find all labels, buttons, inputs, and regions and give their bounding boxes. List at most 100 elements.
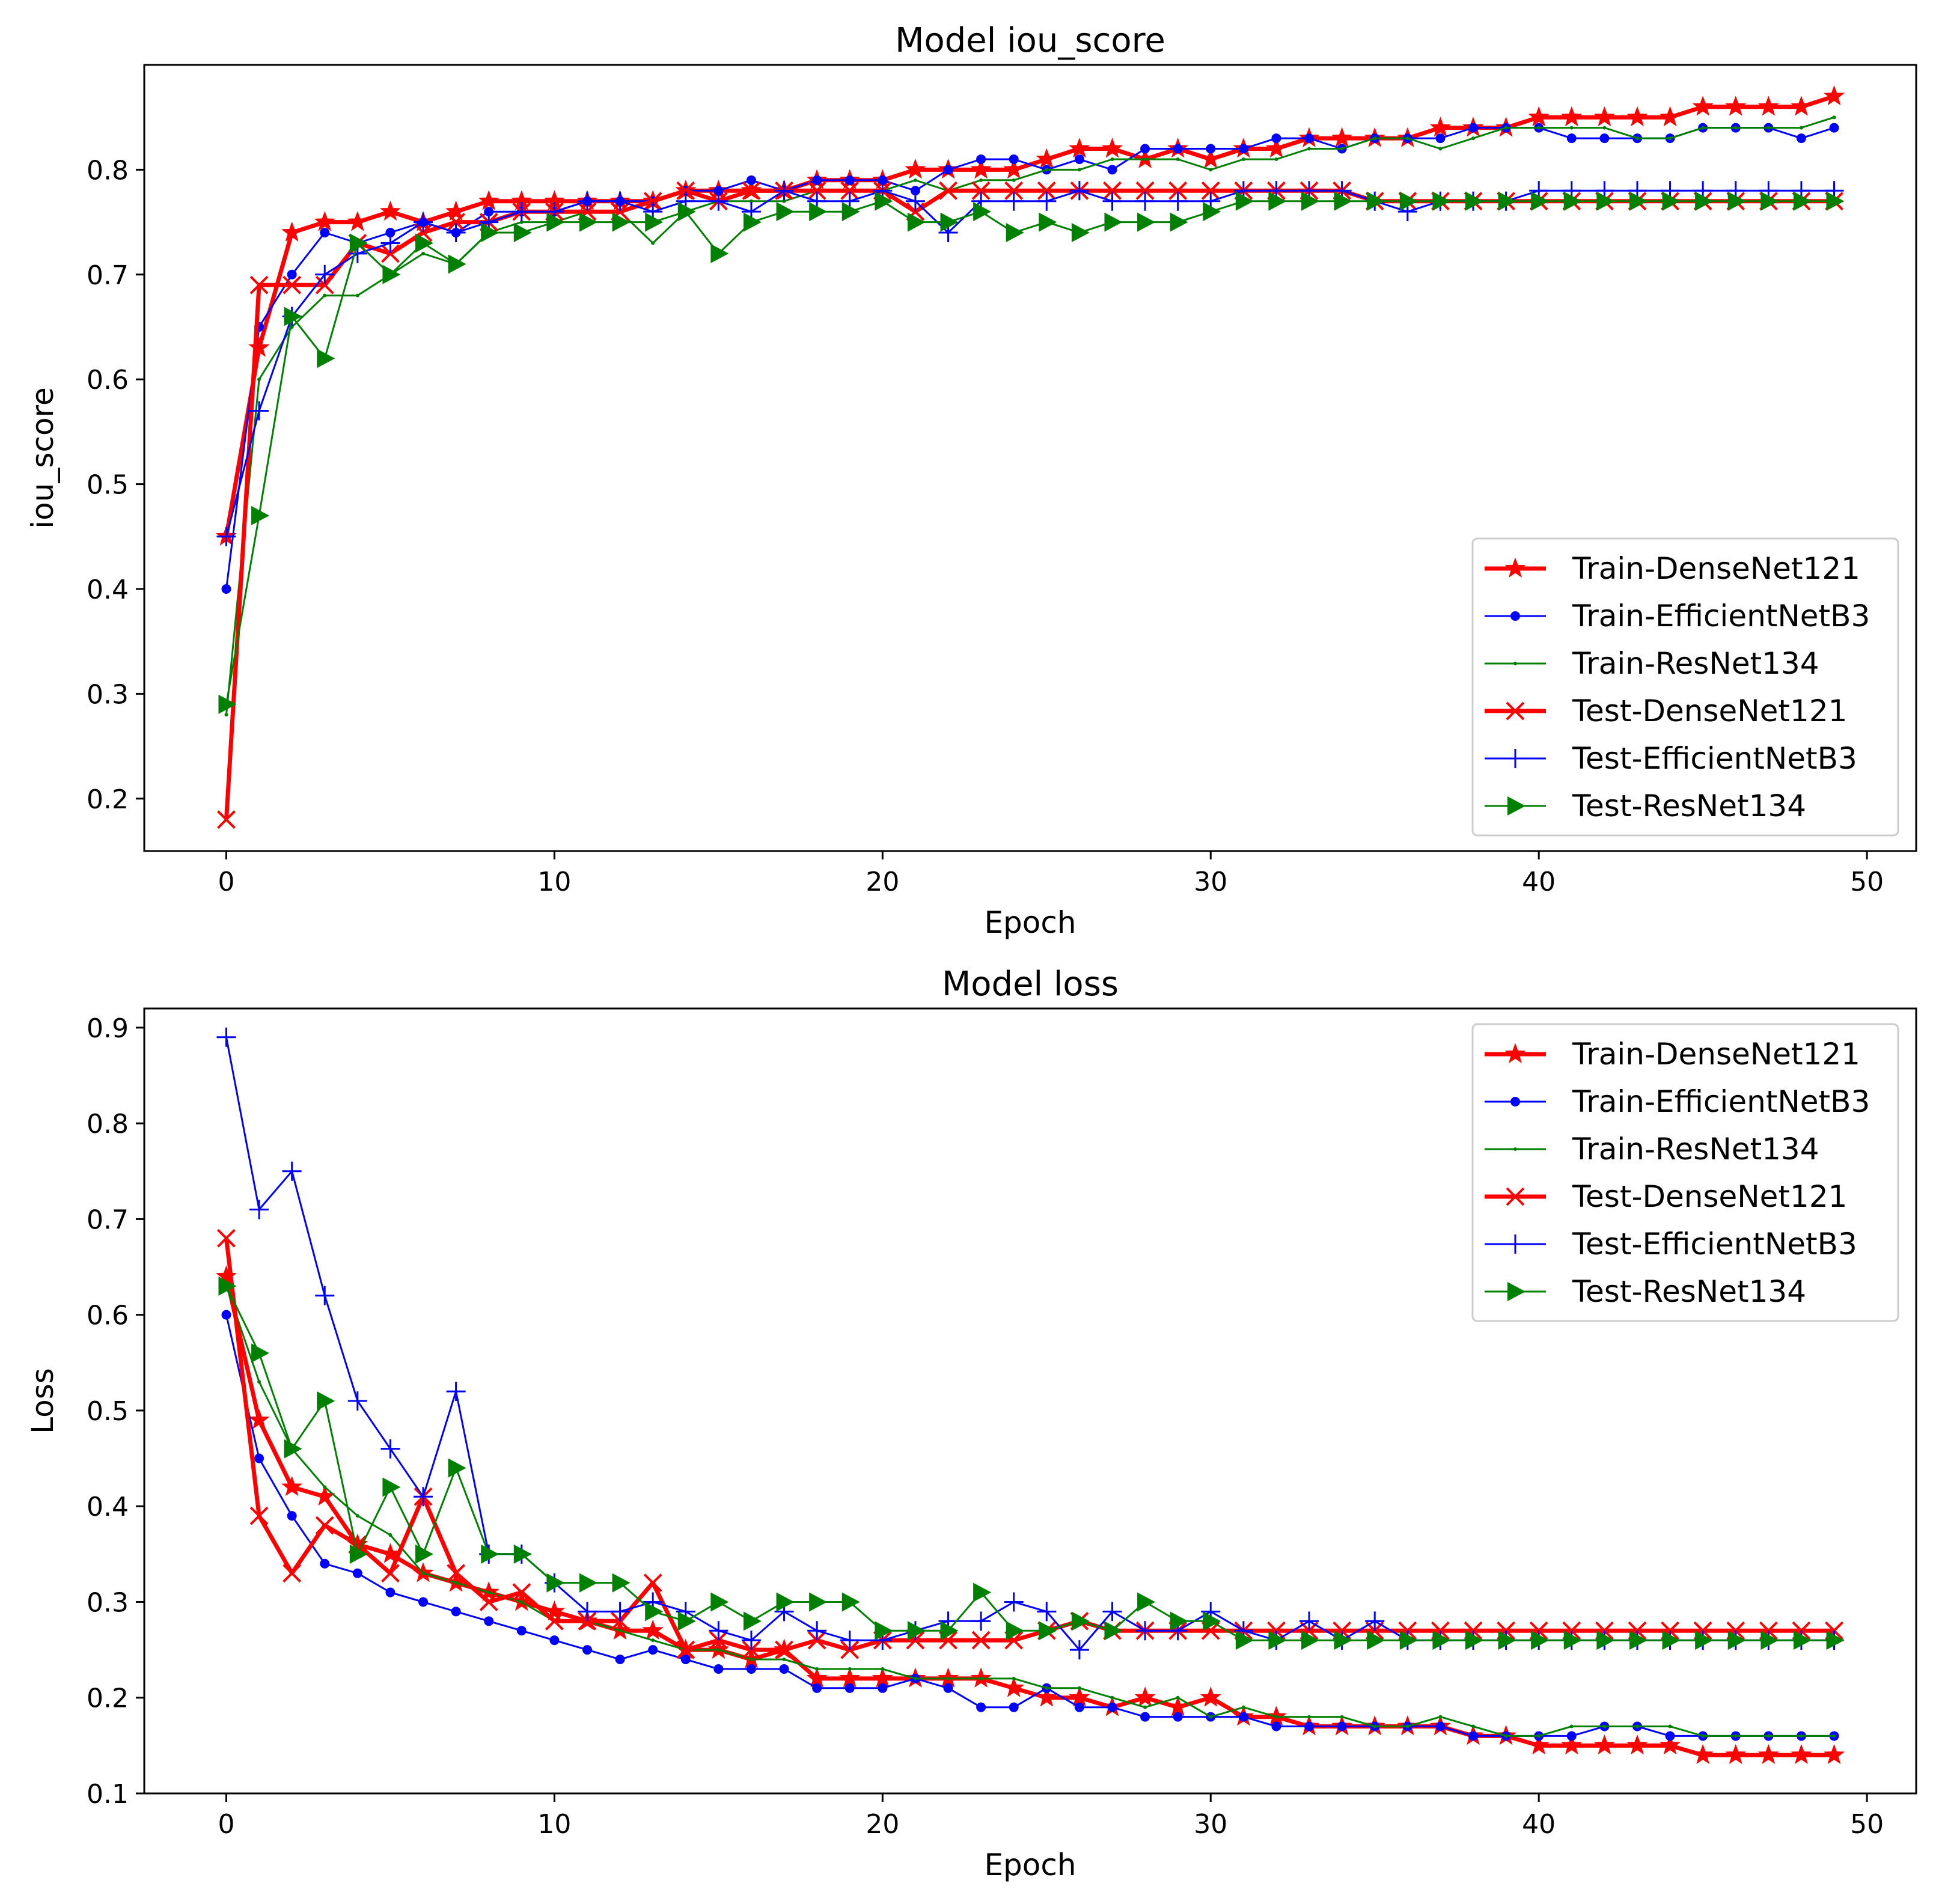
y-axis-label: Loss: [25, 1368, 60, 1434]
data-point: [513, 1544, 532, 1564]
data-point: [1004, 191, 1024, 211]
data-point: [1334, 191, 1352, 211]
data-point: [913, 178, 917, 182]
data-point: [645, 212, 664, 232]
data-point: [610, 1602, 630, 1622]
data-point: [1498, 1631, 1516, 1650]
data-point: [1725, 96, 1747, 116]
data-point: [1733, 126, 1738, 130]
data-point: [1299, 1611, 1319, 1631]
data-point: [579, 212, 597, 232]
data-point: [1660, 1734, 1681, 1755]
data-point: [320, 228, 330, 238]
data-point: [1006, 1621, 1024, 1641]
data-point: [776, 1592, 795, 1612]
y-tick-label: 0.1: [87, 1779, 129, 1810]
data-point: [414, 212, 433, 232]
legend-marker: [1504, 557, 1526, 578]
data-point: [940, 212, 959, 232]
data-point: [380, 1439, 400, 1459]
data-point: [807, 1621, 827, 1641]
data-point: [1274, 1715, 1278, 1719]
data-point: [741, 1631, 761, 1650]
data-point: [1561, 1734, 1583, 1755]
data-point: [1593, 106, 1615, 127]
x-tick-label: 30: [1194, 867, 1227, 897]
x-tick-label: 20: [866, 1809, 899, 1840]
data-point: [1173, 144, 1183, 154]
series-Train-ResNet134: [224, 1284, 1836, 1738]
data-point: [806, 1667, 828, 1688]
data-point: [1701, 1734, 1705, 1738]
data-point: [249, 1506, 269, 1525]
data-point: [1238, 144, 1248, 154]
data-point: [1271, 133, 1281, 144]
data-point: [349, 233, 368, 253]
data-point: [1009, 1702, 1019, 1712]
data-point: [1173, 1712, 1183, 1722]
data-point: [1399, 1631, 1418, 1650]
data-point: [979, 178, 983, 182]
data-point: [1003, 1677, 1025, 1697]
data-point: [973, 1582, 992, 1602]
y-tick-label: 0.5: [87, 470, 129, 501]
data-point: [314, 1485, 335, 1506]
data-point: [1170, 212, 1188, 232]
data-point: [249, 401, 269, 421]
data-point: [1528, 106, 1550, 127]
data-point: [1832, 115, 1836, 120]
data-point: [284, 1439, 302, 1459]
data-point: [940, 1621, 959, 1641]
data-point: [878, 1683, 888, 1693]
x-tick-label: 30: [1194, 1809, 1227, 1840]
y-tick-label: 0.4: [87, 1492, 129, 1522]
data-point: [281, 221, 303, 242]
data-point: [546, 1573, 565, 1593]
legend-marker: [1513, 662, 1517, 665]
data-point: [742, 181, 761, 200]
data-point: [946, 1676, 950, 1680]
legend-marker: [1504, 1043, 1526, 1063]
data-point: [1767, 126, 1771, 130]
series-line: [224, 94, 1835, 537]
data-point: [1399, 191, 1418, 211]
data-point: [1140, 144, 1150, 154]
chart-title: Model iou_score: [895, 21, 1165, 60]
data-point: [1733, 1734, 1738, 1738]
data-point: [1143, 1705, 1147, 1709]
data-point: [1167, 1696, 1189, 1716]
data-point: [1629, 191, 1647, 211]
data-point: [315, 264, 335, 284]
data-point: [713, 186, 724, 196]
data-point: [447, 213, 466, 232]
data-point: [1304, 1721, 1315, 1732]
data-point: [1235, 191, 1254, 211]
x-tick-label: 0: [218, 1809, 234, 1840]
data-point: [680, 1655, 691, 1665]
data-point: [1373, 136, 1377, 141]
data-point: [217, 1228, 236, 1248]
plot-frame: [143, 64, 1917, 852]
data-point: [1438, 147, 1443, 151]
data-point: [1832, 1734, 1836, 1738]
data-point: [1004, 181, 1024, 200]
data-point: [1668, 1724, 1672, 1729]
data-point: [352, 1568, 362, 1578]
data-point: [1829, 123, 1839, 133]
legend-marker: [1507, 1282, 1525, 1301]
data-point: [1665, 1731, 1675, 1741]
data-point: [1602, 1724, 1607, 1729]
data-point: [943, 165, 953, 175]
series-line: [225, 1314, 1834, 1737]
data-point: [1465, 1631, 1483, 1650]
data-point: [1176, 1695, 1180, 1700]
data-point: [1045, 1686, 1049, 1690]
data-point: [323, 1485, 327, 1489]
data-point: [249, 1200, 269, 1219]
data-point: [1200, 148, 1221, 168]
data-point: [910, 186, 920, 196]
data-point: [1635, 1724, 1639, 1729]
data-point: [1367, 1631, 1385, 1650]
legend-label: Test-EfficientNetB3: [1572, 741, 1857, 776]
chart-title: Model loss: [942, 965, 1119, 1004]
